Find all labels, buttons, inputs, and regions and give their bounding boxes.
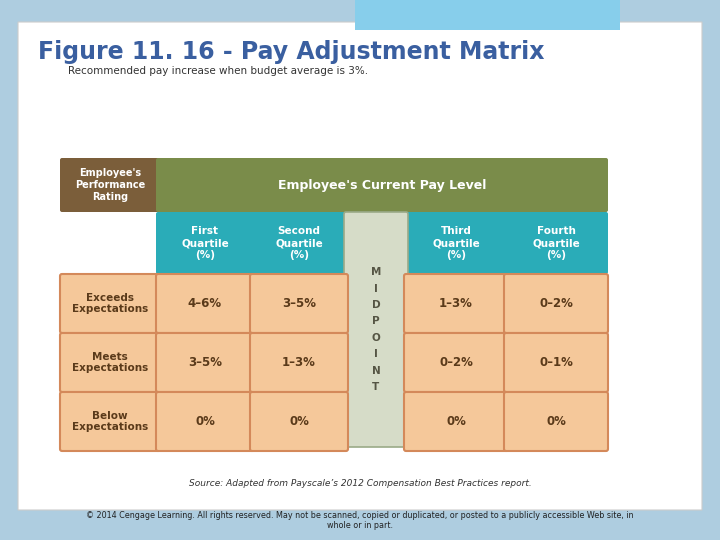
Text: Second
Quartile
(%): Second Quartile (%) [275, 226, 323, 260]
Text: Third
Quartile
(%): Third Quartile (%) [432, 226, 480, 260]
Text: 0%: 0% [446, 415, 466, 428]
FancyBboxPatch shape [404, 274, 508, 333]
Text: Employee's
Performance
Rating: Employee's Performance Rating [75, 167, 145, 202]
FancyBboxPatch shape [504, 333, 608, 392]
Text: 0–2%: 0–2% [439, 356, 473, 369]
FancyBboxPatch shape [355, 0, 620, 30]
Text: Source: Adapted from Payscale’s 2012 Compensation Best Practices report.: Source: Adapted from Payscale’s 2012 Com… [189, 479, 531, 488]
Text: 4–6%: 4–6% [188, 297, 222, 310]
Text: 1–3%: 1–3% [282, 356, 316, 369]
FancyBboxPatch shape [250, 392, 348, 451]
Text: Figure 11. 16 - Pay Adjustment Matrix: Figure 11. 16 - Pay Adjustment Matrix [38, 40, 544, 64]
Text: Exceeds
Expectations: Exceeds Expectations [72, 293, 148, 314]
Text: Employee's Current Pay Level: Employee's Current Pay Level [278, 179, 486, 192]
Text: Recommended pay increase when budget average is 3%.: Recommended pay increase when budget ave… [68, 66, 368, 76]
FancyBboxPatch shape [504, 392, 608, 451]
Text: First
Quartile
(%): First Quartile (%) [181, 226, 229, 260]
FancyBboxPatch shape [60, 158, 160, 212]
FancyBboxPatch shape [156, 333, 254, 392]
FancyBboxPatch shape [18, 22, 702, 510]
FancyBboxPatch shape [250, 274, 348, 333]
Text: 3–5%: 3–5% [282, 297, 316, 310]
FancyBboxPatch shape [60, 333, 160, 392]
Text: 0–1%: 0–1% [539, 356, 573, 369]
Text: 0%: 0% [195, 415, 215, 428]
FancyBboxPatch shape [156, 212, 254, 274]
Text: Meets
Expectations: Meets Expectations [72, 352, 148, 373]
Text: 3–5%: 3–5% [188, 356, 222, 369]
FancyBboxPatch shape [344, 212, 408, 447]
Text: Fourth
Quartile
(%): Fourth Quartile (%) [532, 226, 580, 260]
Text: 0%: 0% [546, 415, 566, 428]
FancyBboxPatch shape [504, 212, 608, 274]
Text: Below
Expectations: Below Expectations [72, 411, 148, 433]
FancyBboxPatch shape [60, 392, 160, 451]
FancyBboxPatch shape [60, 274, 160, 333]
Text: M
I
D
P
O
I
N
T: M I D P O I N T [371, 267, 381, 392]
Text: 0–2%: 0–2% [539, 297, 573, 310]
FancyBboxPatch shape [156, 158, 608, 212]
Text: 0%: 0% [289, 415, 309, 428]
FancyBboxPatch shape [504, 274, 608, 333]
Text: 1–3%: 1–3% [439, 297, 473, 310]
FancyBboxPatch shape [250, 333, 348, 392]
FancyBboxPatch shape [156, 274, 254, 333]
FancyBboxPatch shape [404, 212, 508, 274]
Text: © 2014 Cengage Learning. All rights reserved. May not be scanned, copied or dupl: © 2014 Cengage Learning. All rights rese… [86, 511, 634, 530]
FancyBboxPatch shape [404, 333, 508, 392]
FancyBboxPatch shape [404, 392, 508, 451]
FancyBboxPatch shape [156, 392, 254, 451]
FancyBboxPatch shape [250, 212, 348, 274]
